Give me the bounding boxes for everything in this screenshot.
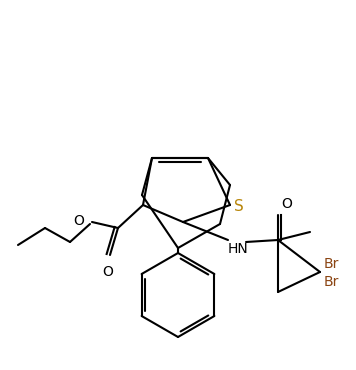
- Text: Br: Br: [324, 275, 339, 289]
- Text: O: O: [73, 214, 84, 228]
- Text: S: S: [234, 198, 244, 213]
- Text: O: O: [281, 197, 292, 211]
- Text: HN: HN: [228, 242, 249, 256]
- Text: Br: Br: [324, 257, 339, 271]
- Text: O: O: [103, 265, 114, 279]
